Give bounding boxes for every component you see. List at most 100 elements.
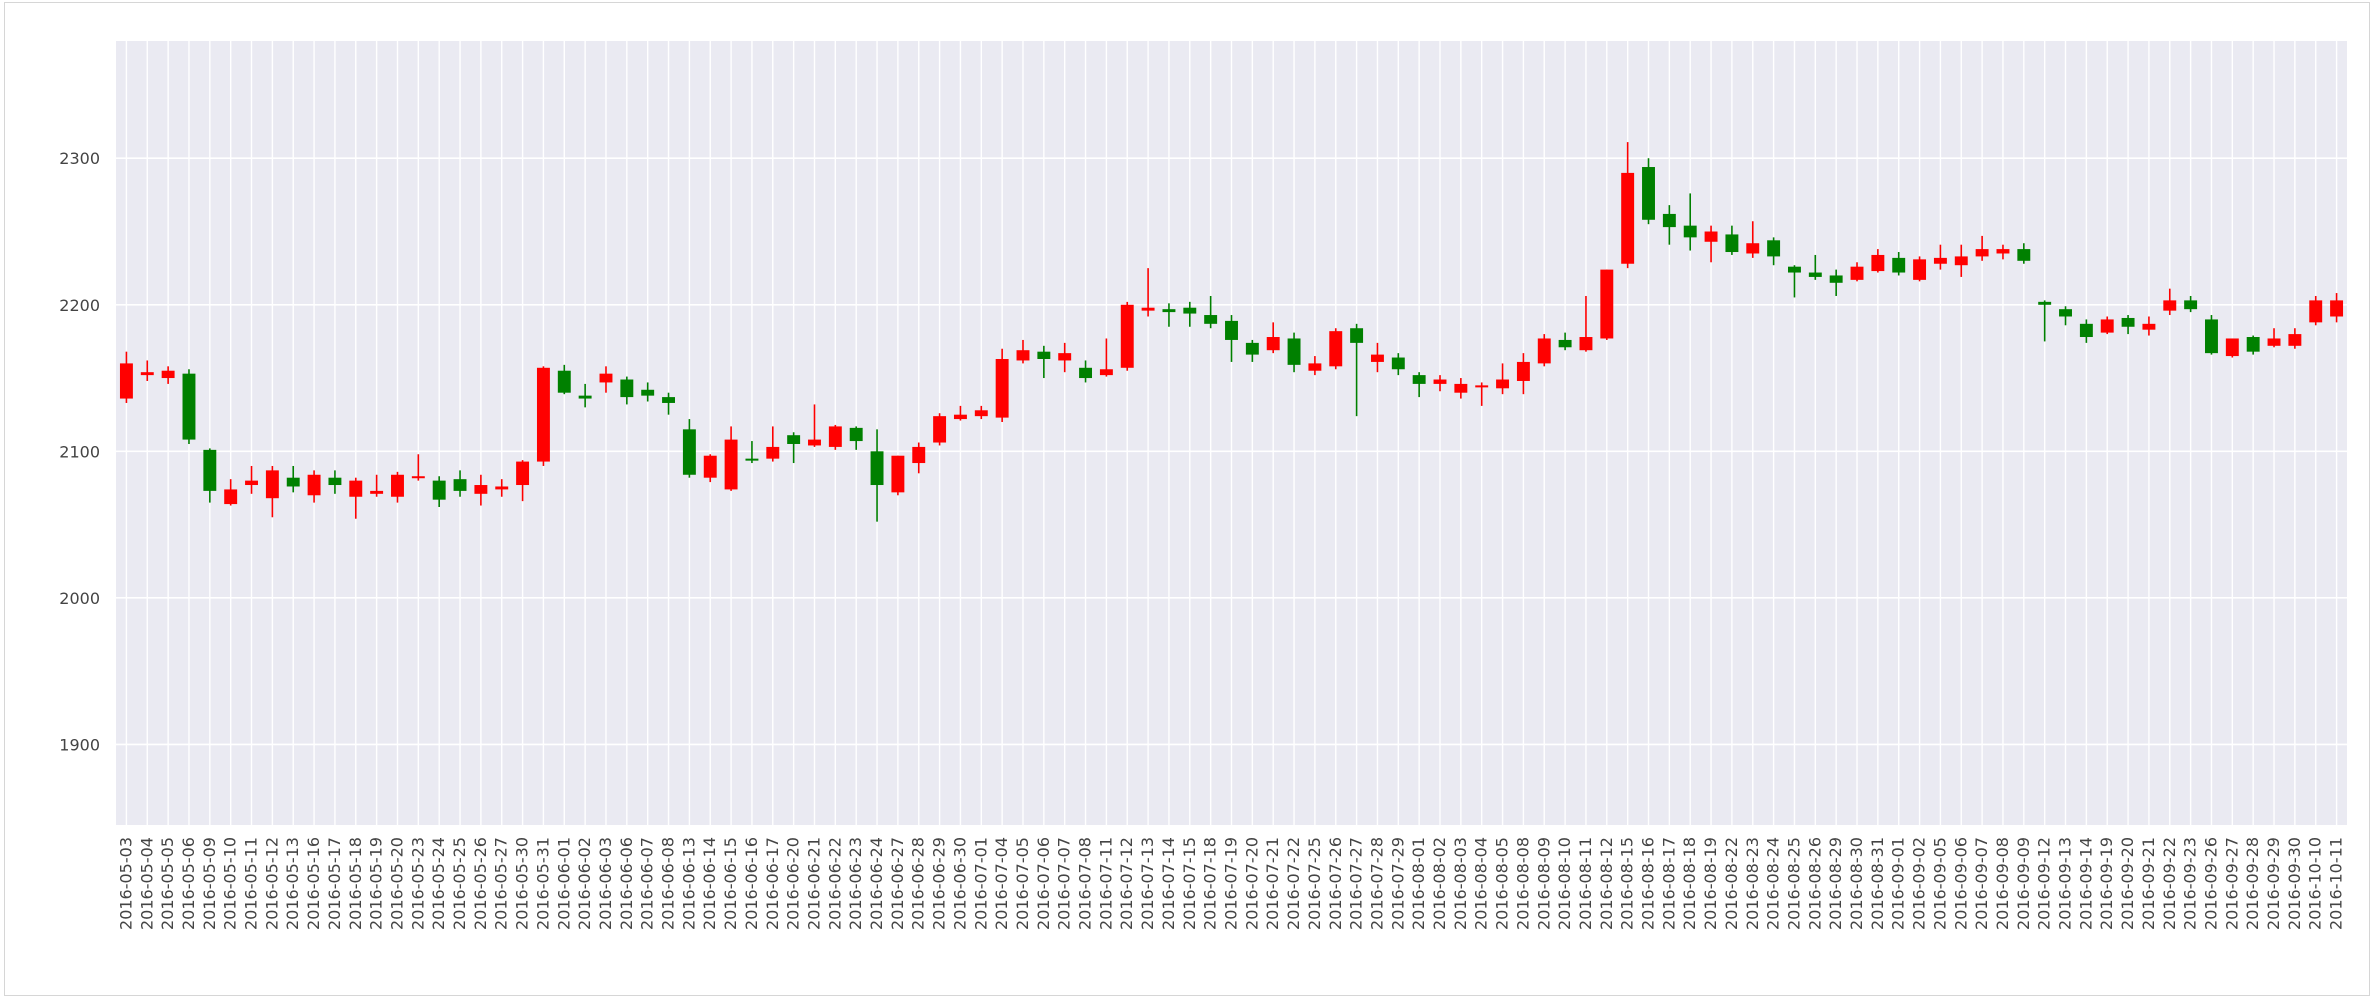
x-tick-label: 2016-09-14 xyxy=(2076,837,2095,930)
candle-body xyxy=(891,455,905,493)
candle-body xyxy=(2309,300,2323,323)
x-tick-label: 2016-09-07 xyxy=(1972,837,1991,930)
x-tick-label: 2016-08-23 xyxy=(1743,837,1762,930)
x-tick-label: 2016-07-12 xyxy=(1117,837,1136,930)
candle xyxy=(370,474,384,497)
candle-body xyxy=(245,480,258,486)
x-tick-label: 2016-07-18 xyxy=(1201,837,1220,930)
candle xyxy=(1767,237,1781,266)
candle-body xyxy=(140,372,154,376)
x-tick-label: 2016-09-29 xyxy=(2264,837,2283,930)
x-tick-label: 2016-07-11 xyxy=(1096,837,1115,930)
candle xyxy=(1892,252,1906,276)
x-tick-label: 2016-09-02 xyxy=(1910,837,1929,930)
candle xyxy=(1642,158,1655,225)
grid-lines xyxy=(116,41,2347,825)
x-tick-label: 2016-06-22 xyxy=(825,837,844,930)
candle xyxy=(1850,262,1864,282)
candle-body xyxy=(2225,338,2239,357)
candle xyxy=(1204,295,1218,329)
candle xyxy=(995,348,1009,423)
candle-body xyxy=(1954,256,1968,266)
candle xyxy=(2017,243,2031,264)
candle-body xyxy=(265,470,279,499)
candle xyxy=(1475,382,1489,406)
candle-body xyxy=(912,446,926,464)
candle-body xyxy=(1475,385,1489,388)
candle xyxy=(808,404,821,447)
candle-body xyxy=(578,395,592,399)
candle-body xyxy=(933,416,947,443)
x-tick-label: 2016-09-26 xyxy=(2201,837,2220,930)
chart-frame: 1900 2000 2100 2200 2300 2016-05-03 2016-05-0… xyxy=(4,2,2370,996)
x-tick-label: 2016-08-18 xyxy=(1680,837,1699,930)
x-tick-label: 2016-09-09 xyxy=(2014,837,2033,930)
candle xyxy=(953,405,967,421)
candle xyxy=(1746,221,1760,258)
candle xyxy=(974,405,988,420)
x-tick-label: 2016-06-15 xyxy=(721,837,740,930)
candle xyxy=(1079,360,1093,383)
x-tick-label: 2016-08-02 xyxy=(1430,837,1449,930)
x-tick-label: 2016-09-22 xyxy=(2160,837,2179,930)
candle-body xyxy=(1704,231,1718,242)
candle-body xyxy=(2288,334,2302,346)
candle xyxy=(724,426,738,491)
candle-body xyxy=(1141,307,1155,311)
x-tick-label: 2016-08-12 xyxy=(1597,837,1616,930)
x-tick-label: 2016-07-04 xyxy=(992,837,1011,930)
candle-body xyxy=(599,373,613,383)
candle-body xyxy=(307,474,321,496)
candle xyxy=(2246,335,2260,355)
x-tick-label: 2016-09-23 xyxy=(2181,837,2200,930)
x-tick-label: 2016-08-30 xyxy=(1847,837,1866,930)
candle-body xyxy=(1058,353,1072,361)
candle-body xyxy=(724,439,738,490)
candle-body xyxy=(2121,317,2135,327)
candle xyxy=(2038,300,2052,342)
candle-body xyxy=(766,446,780,459)
x-tick-label: 2016-05-11 xyxy=(242,837,261,930)
x-tick-label: 2016-07-07 xyxy=(1055,837,1074,930)
x-tick-label: 2016-06-14 xyxy=(700,837,719,930)
candle xyxy=(1621,142,1635,269)
candle xyxy=(474,474,488,506)
candle-body xyxy=(1516,361,1530,381)
x-tick-label: 2016-09-05 xyxy=(1930,837,1949,930)
x-tick-label: 2016-10-10 xyxy=(2306,837,2325,930)
candle-body xyxy=(1642,167,1655,220)
x-tick-label: 2016-06-21 xyxy=(804,837,823,930)
candle-body xyxy=(432,480,446,500)
x-tick-label: 2016-09-01 xyxy=(1889,837,1908,930)
candle-body xyxy=(328,477,342,486)
x-tick-label: 2016-07-15 xyxy=(1180,837,1199,930)
candle xyxy=(1933,244,1947,270)
x-tick-label: 2016-09-30 xyxy=(2285,837,2304,930)
candle-body xyxy=(1266,337,1280,351)
x-tick-label: 2016-06-17 xyxy=(763,837,782,930)
candle xyxy=(849,426,863,450)
candle xyxy=(1266,322,1280,354)
candle-body xyxy=(2184,300,2198,310)
candle-body xyxy=(1245,342,1259,355)
x-tick-label: 2016-05-04 xyxy=(137,837,156,930)
x-tick-label: 2016-08-17 xyxy=(1659,837,1678,930)
candle-body xyxy=(1662,213,1676,228)
x-tick-label: 2016-06-01 xyxy=(554,837,573,930)
x-tick-label: 2016-07-27 xyxy=(1347,837,1366,930)
candle xyxy=(245,465,258,494)
candle-body xyxy=(1850,266,1864,280)
candle xyxy=(203,448,217,503)
candle xyxy=(140,360,154,381)
x-tick-label: 2016-05-12 xyxy=(262,837,281,930)
candle xyxy=(1350,323,1364,417)
x-tick-label: 2016-08-03 xyxy=(1451,837,1470,930)
candle-body xyxy=(1537,338,1551,364)
candle-body xyxy=(1329,331,1343,367)
candle xyxy=(828,424,842,450)
x-tick-label: 2016-06-06 xyxy=(617,837,636,930)
candle xyxy=(1871,249,1885,273)
candle-body xyxy=(682,429,696,475)
candle-body xyxy=(453,479,467,491)
candle xyxy=(1412,372,1426,398)
